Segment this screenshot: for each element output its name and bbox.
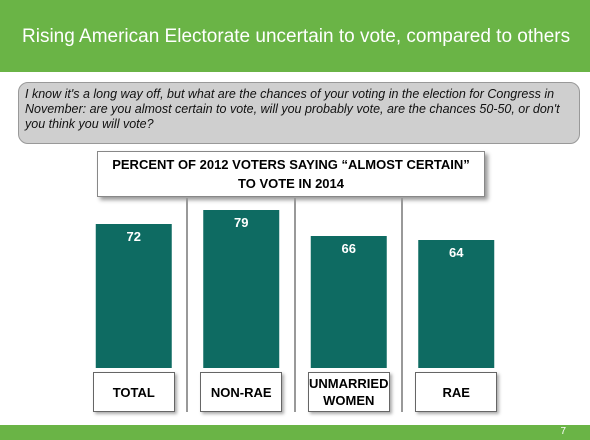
bar <box>418 240 495 368</box>
bar <box>203 210 280 368</box>
category-label: UNMARRIED WOMEN <box>307 372 390 412</box>
category-label: NON-RAE <box>200 372 283 412</box>
value-label: 72 <box>127 229 141 244</box>
bar <box>95 224 172 368</box>
category-label: RAE <box>415 372 498 412</box>
bar <box>310 236 387 368</box>
footer: 7 <box>0 425 590 440</box>
page-number: 7 <box>560 426 566 437</box>
header: Rising American Electorate uncertain to … <box>0 0 590 72</box>
chart-title: PERCENT OF 2012 VOTERS SAYING “ALMOST CE… <box>97 151 485 197</box>
slide-title: Rising American Electorate uncertain to … <box>22 26 571 47</box>
value-label: 79 <box>234 215 248 230</box>
question-box: I know it's a long way off, but what are… <box>18 82 580 144</box>
category-label: TOTAL <box>92 372 175 412</box>
value-label: 66 <box>342 241 356 256</box>
value-label: 64 <box>449 245 464 260</box>
